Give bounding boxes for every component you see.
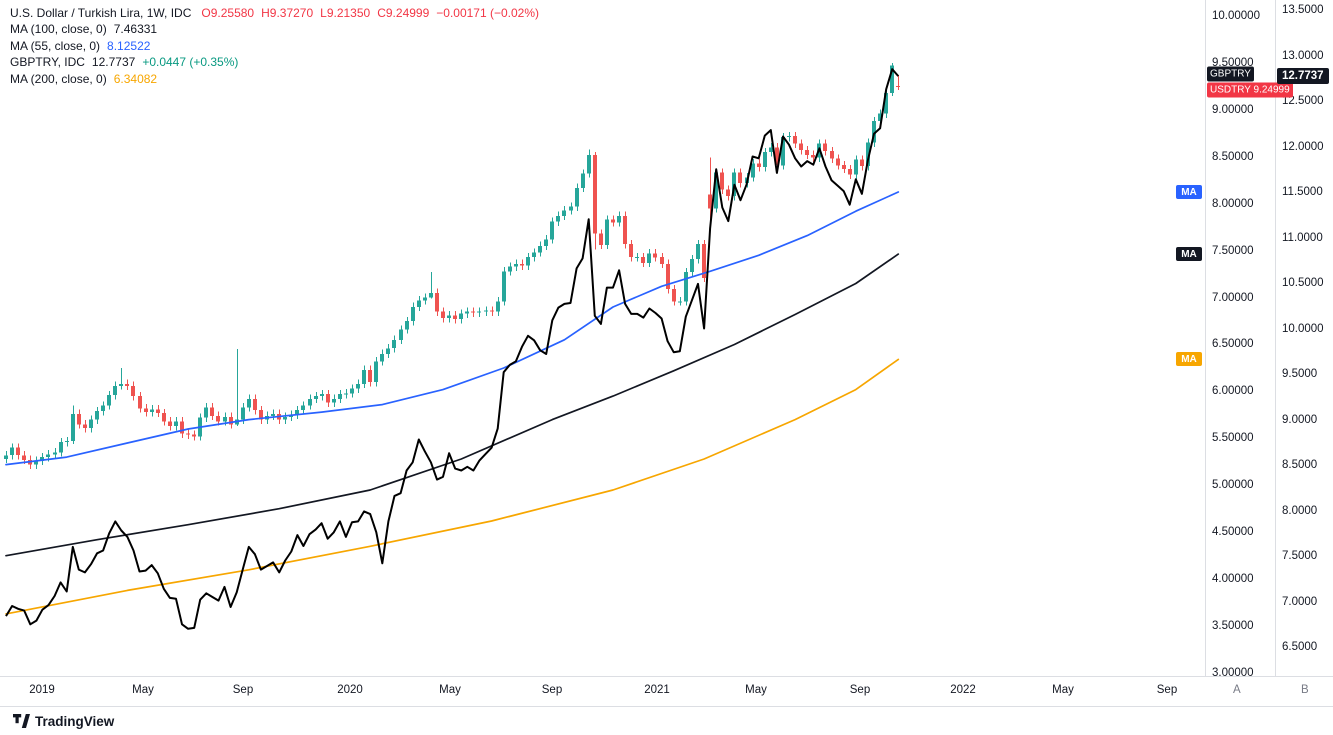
ma55-line[interactable] <box>5 191 900 466</box>
time-tick-month: May <box>132 684 154 696</box>
usdtry-axis-tick: 4.50000 <box>1212 526 1254 539</box>
usdtry-price-axis[interactable]: 10.00000 9.50000 9.00000 8.50000 8.00000 7.50… <box>1205 0 1293 679</box>
gbptry-axis-tick: 9.0000 <box>1282 413 1318 426</box>
ohlc-high: H9.37270 <box>261 6 314 20</box>
ma55-label: MA (55, close, 0) <box>10 38 101 53</box>
time-tick-month: Sep <box>849 684 871 696</box>
ma200-value: 6.34082 <box>113 71 158 86</box>
gbptry-axis-tick: 12.0000 <box>1282 140 1324 153</box>
ma100-line[interactable] <box>5 253 900 557</box>
gbptry-label: GBPTRY, IDC <box>10 55 85 70</box>
time-tick-year: 2021 <box>644 684 670 696</box>
time-tick-month: May <box>439 684 461 696</box>
gbptry-price-badge: 12.7737 <box>1277 68 1329 84</box>
legend-ma100-row[interactable]: MA (100, close, 0) 7.46331 <box>10 21 546 37</box>
symbol-title: U.S. Dollar / Turkish Lira, 1W, IDC <box>10 6 192 20</box>
ma200-label: MA (200, close, 0) <box>10 71 107 86</box>
time-tick-month: Sep <box>232 684 254 696</box>
gbptry-axis-tick: 11.5000 <box>1282 186 1323 198</box>
gbptry-line[interactable] <box>5 68 900 630</box>
ma100-label: MA (100, close, 0) <box>10 22 107 37</box>
usdtry-axis-tick: 3.50000 <box>1212 620 1254 633</box>
ma55-value: 8.12522 <box>107 38 151 53</box>
usdtry-axis-tick: 9.50000 <box>1212 56 1254 69</box>
legend-ma55-row[interactable]: MA (55, close, 0) 8.12522 <box>10 38 546 54</box>
usdtry-axis-tick: 3.00000 <box>1212 666 1254 679</box>
gbptry-axis-tick: 8.5000 <box>1282 459 1318 471</box>
gbptry-axis-tick: 10.0000 <box>1282 322 1324 335</box>
tradingview-logo[interactable]: TradingView <box>13 714 114 729</box>
usdtry-axis-tick: 8.00000 <box>1212 197 1254 210</box>
gbptry-price-axis[interactable]: 13.5000 13.0000 12.5000 12.0000 11.5000 11.00… <box>1275 0 1333 676</box>
usdtry-axis-tick: 6.50000 <box>1212 338 1254 351</box>
tradingview-logo-icon <box>13 714 30 728</box>
time-axis[interactable]: A B 2019 May Sep 2020 May Sep 2021 May Sep 2022 Ma… <box>0 676 1333 707</box>
ma100-axis-badge: MA <box>1176 247 1202 261</box>
usdtry-price-badge: USDTRY 9.24999 <box>1207 82 1293 98</box>
usdtry-axis-tick: 10.00000 <box>1212 10 1260 22</box>
time-tick-month: Sep <box>541 684 563 696</box>
gbptry-axis-tick: 6.5000 <box>1282 641 1318 653</box>
usdtry-axis-tick: 5.50000 <box>1212 432 1254 445</box>
ohlc-open: O9.25580 <box>201 6 255 20</box>
usdtry-axis-tick: 8.50000 <box>1212 150 1254 163</box>
ma100-value: 7.46331 <box>113 22 158 37</box>
chart-legend: U.S. Dollar / Turkish Lira, 1W, IDC O9.25… <box>10 5 546 87</box>
usdtry-axis-tick: 7.50000 <box>1212 244 1254 257</box>
gbptry-value: 12.7737 <box>91 55 136 70</box>
gbptry-axis-tick: 13.5000 <box>1282 4 1324 16</box>
gbptry-axis-tick: 13.0000 <box>1282 49 1324 62</box>
ma200-line[interactable] <box>5 358 900 615</box>
legend-symbol-row[interactable]: U.S. Dollar / Turkish Lira, 1W, IDC O9.25… <box>10 5 546 21</box>
gbptry-axis-tick: 9.5000 <box>1282 368 1318 380</box>
bottom-bar: TradingView <box>0 706 1333 735</box>
legend-gbptry-row[interactable]: GBPTRY, IDC 12.7737 +0.0447 (+0.35%) <box>10 54 546 70</box>
legend-ma200-row[interactable]: MA (200, close, 0) 6.34082 <box>10 71 546 87</box>
ma200-axis-badge: MA <box>1176 352 1202 366</box>
usdtry-axis-tick: 7.00000 <box>1212 291 1254 304</box>
ohlc-low: L9.21350 <box>320 6 371 20</box>
usdtry-axis-tick: 4.00000 <box>1212 573 1254 586</box>
time-tick-month: May <box>1052 684 1074 696</box>
time-tick-month: Sep <box>1156 684 1178 696</box>
usdtry-axis-tick: 6.00000 <box>1212 385 1254 398</box>
usdtry-axis-tick: 9.00000 <box>1212 103 1254 116</box>
time-tick-year: 2019 <box>29 684 55 696</box>
ma55-axis-badge: MA <box>1176 185 1202 199</box>
gbptry-axis-tick: 7.0000 <box>1282 595 1318 608</box>
chart-plot-area[interactable]: U.S. Dollar / Turkish Lira, 1W, IDC O9.25… <box>0 0 1205 676</box>
gbptry-change: +0.0447 (+0.35%) <box>142 55 239 70</box>
gbptry-axis-tick: 10.5000 <box>1282 277 1324 289</box>
time-tick-month: May <box>745 684 767 696</box>
ohlc-close: C9.24999 <box>377 6 430 20</box>
price-scale-b-label[interactable]: B <box>1301 684 1309 696</box>
price-chart-canvas[interactable] <box>0 0 1205 676</box>
ohlc-change: −0.00171 (−0.02%) <box>436 6 540 20</box>
gbptry-axis-tick: 7.5000 <box>1282 550 1318 562</box>
usdtry-axis-tick: 5.00000 <box>1212 479 1254 492</box>
price-scale-a-label[interactable]: A <box>1233 684 1241 696</box>
tradingview-logo-text: TradingView <box>35 713 115 729</box>
time-tick-year: 2022 <box>950 684 976 696</box>
gbptry-symbol-badge: GBPTRY <box>1207 66 1254 82</box>
usdtry-candles <box>4 62 900 469</box>
time-tick-year: 2020 <box>337 684 363 696</box>
gbptry-axis-tick: 11.0000 <box>1282 231 1323 244</box>
gbptry-axis-tick: 12.5000 <box>1282 95 1324 107</box>
gbptry-axis-tick: 8.0000 <box>1282 504 1318 517</box>
